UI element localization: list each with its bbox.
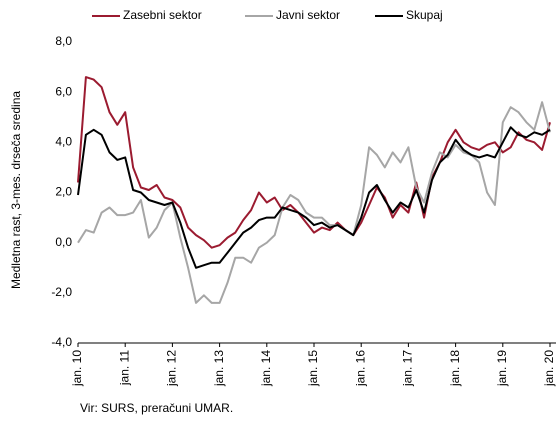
- x-tick-label: jan. 16: [353, 350, 367, 387]
- y-tick-label: -2,0: [51, 285, 72, 299]
- y-tick-label: 2,0: [55, 185, 72, 199]
- x-tick-label: jan. 11: [117, 350, 131, 386]
- x-tick-label: jan. 15: [306, 350, 320, 387]
- y-tick-label: 0,0: [55, 235, 72, 249]
- y-tick-label: -4,0: [51, 335, 72, 349]
- series-line: [77, 101, 551, 304]
- x-tick-label: jan. 14: [259, 350, 273, 387]
- x-tick-label: jan. 10: [70, 350, 84, 387]
- y-tick-label: 4,0: [55, 135, 72, 149]
- legend-label: Javni sektor: [276, 8, 340, 22]
- y-tick-label: 6,0: [55, 84, 72, 98]
- legend-label: Zasebni sektor: [123, 8, 202, 22]
- x-tick-label: jan. 19: [495, 350, 509, 387]
- y-axis-label: Medletna rast, 3-mes. drseča sredina: [9, 91, 23, 289]
- x-tick-label: jan. 20: [542, 350, 556, 387]
- series-line: [77, 126, 551, 269]
- y-tick-label: 8,0: [55, 34, 72, 48]
- x-tick-label: jan. 18: [448, 350, 462, 387]
- series-line: [77, 76, 551, 249]
- x-tick-label: jan. 12: [165, 350, 179, 387]
- x-tick-label: jan. 17: [401, 350, 415, 387]
- source: Vir: SURS, preračuni UMAR.: [80, 401, 233, 415]
- legend-label: Skupaj: [406, 8, 443, 22]
- x-tick-label: jan. 13: [212, 350, 226, 387]
